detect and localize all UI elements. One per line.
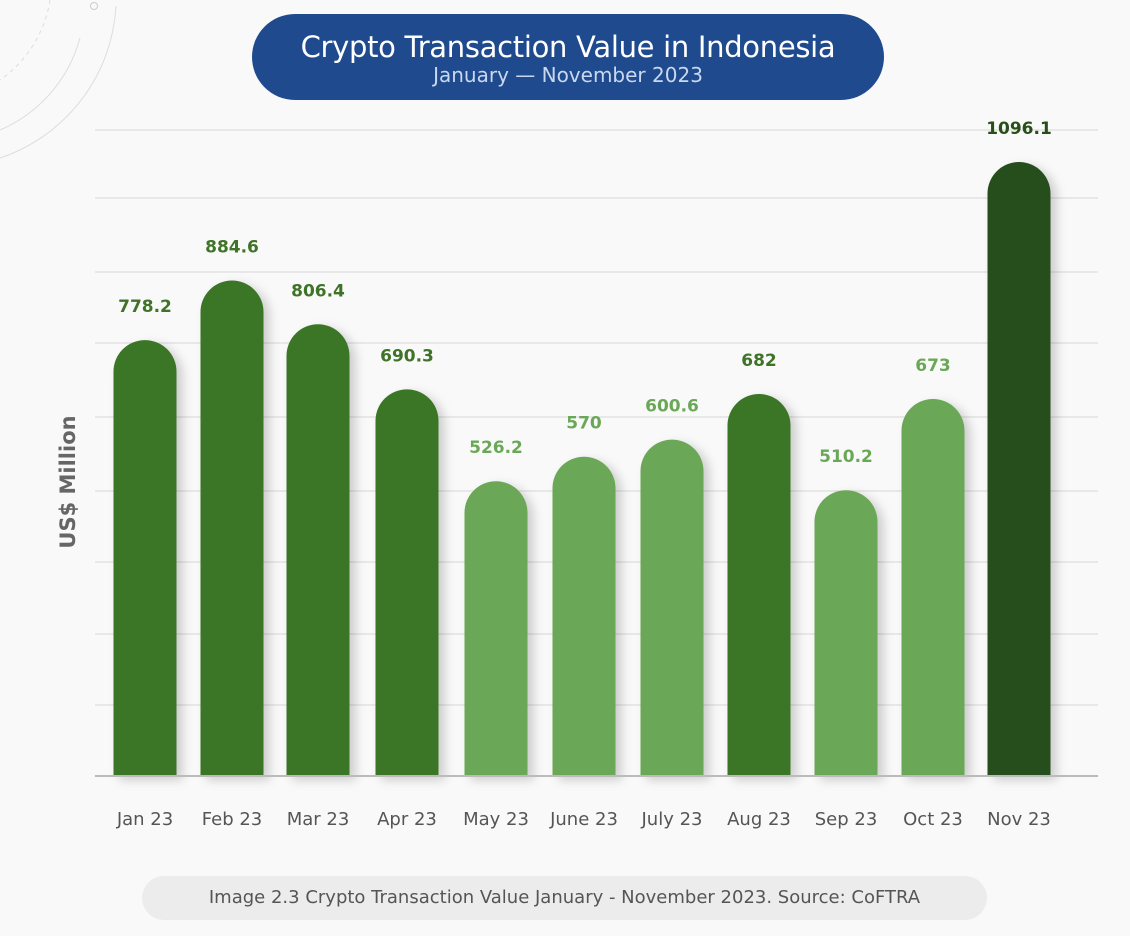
bar-oct-23 <box>901 399 965 776</box>
x-tick-label: Sep 23 <box>815 809 878 830</box>
data-label: 682 <box>741 351 777 371</box>
data-label: 806.4 <box>291 281 345 301</box>
chart-title: Crypto Transaction Value in Indonesia <box>300 30 836 64</box>
data-label: 778.2 <box>118 297 172 317</box>
x-tick-label: July 23 <box>641 809 703 830</box>
x-tick-label: Jan 23 <box>116 809 173 830</box>
data-label: 690.3 <box>380 346 434 366</box>
image-caption: Image 2.3 Crypto Transaction Value Janua… <box>142 876 987 920</box>
x-tick-label: Apr 23 <box>377 809 437 830</box>
bar-mar-23 <box>286 324 350 776</box>
data-label: 884.6 <box>205 237 259 257</box>
bar-july-23 <box>640 439 704 776</box>
data-label: 600.6 <box>645 397 699 417</box>
bar-sep-23 <box>814 490 878 776</box>
bar-aug-23 <box>727 393 791 776</box>
bar-chart: 778.2 Jan 23 884.6 Feb 23 806.4 Mar 23 690.3 Ap… <box>95 119 1098 830</box>
title-banner: Crypto Transaction Value in Indonesia Ja… <box>252 14 884 100</box>
decorative-arcs <box>0 0 117 159</box>
y-axis-label: US$ Million <box>56 415 80 549</box>
x-tick-label: Aug 23 <box>727 809 791 830</box>
data-label: 1096.1 <box>986 119 1052 139</box>
bar-apr-23 <box>375 389 439 776</box>
data-label: 673 <box>915 356 951 376</box>
x-tick-label: Feb 23 <box>202 809 263 830</box>
chart-subtitle: January — November 2023 <box>433 63 703 87</box>
x-tick-label: May 23 <box>463 809 529 830</box>
data-label: 526.2 <box>469 438 523 458</box>
x-tick-label: Nov 23 <box>987 809 1051 830</box>
x-tick-label: June 23 <box>549 809 618 830</box>
data-label: 510.2 <box>819 447 873 467</box>
x-tick-label: Mar 23 <box>287 809 350 830</box>
bar-feb-23 <box>200 280 264 776</box>
data-label: 570 <box>566 414 602 434</box>
bar-june-23 <box>552 456 616 776</box>
x-tick-label: Oct 23 <box>903 809 963 830</box>
bar-may-23 <box>464 481 528 776</box>
bar-nov-23 <box>987 162 1051 777</box>
bar-jan-23 <box>113 340 177 776</box>
